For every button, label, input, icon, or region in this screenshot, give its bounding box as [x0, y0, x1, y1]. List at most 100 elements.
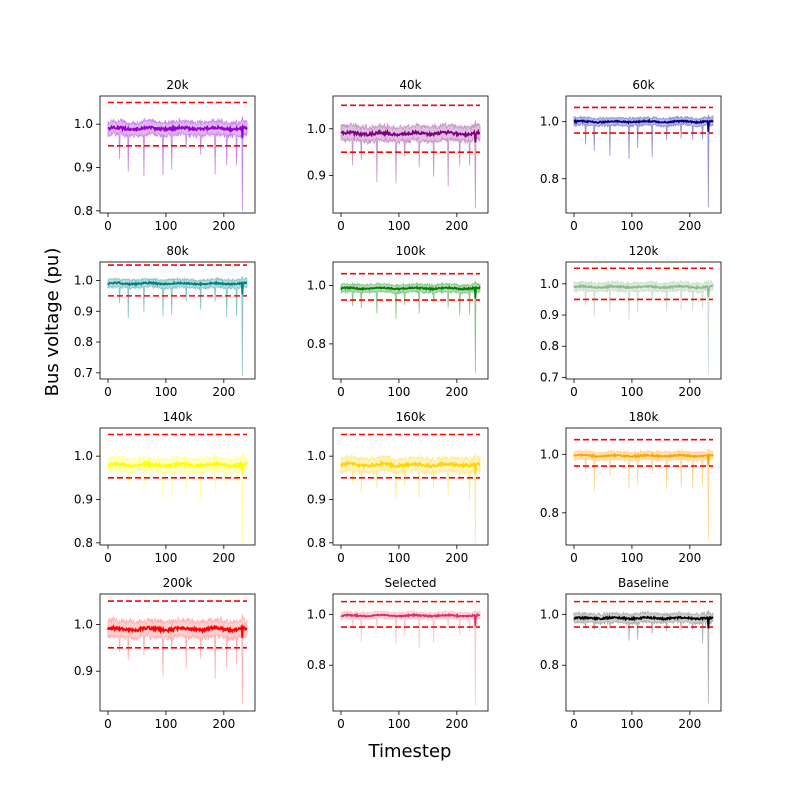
subplot-40k: 40k 0.9 1.0 0 100 200	[307, 78, 489, 233]
x-tick-label: 100	[387, 551, 410, 565]
x-tick-label: 0	[570, 551, 578, 565]
x-tick-label: 100	[154, 551, 177, 565]
y-tick-label: 1.0	[540, 447, 559, 461]
mean-line	[107, 623, 248, 639]
axes-frame	[332, 427, 489, 546]
range-band	[107, 116, 248, 211]
x-tick-label: 100	[154, 717, 177, 731]
mean-line	[107, 459, 248, 475]
x-tick-label: 100	[387, 717, 410, 731]
subplot-title: 140k	[163, 410, 193, 424]
subplot-20k: 20k 0.8 0.9 1.0 0 100 200	[74, 78, 256, 233]
mean-line	[340, 459, 481, 475]
range-band	[107, 614, 248, 704]
y-tick-label: 0.8	[307, 337, 326, 351]
y-axis-label: Bus voltage (pu)	[42, 248, 63, 397]
y-tick-label: 1.0	[307, 607, 326, 621]
plot-area	[107, 433, 248, 543]
subplot-title: 80k	[166, 244, 188, 258]
subplot-title: 200k	[163, 576, 193, 590]
axes-frame	[565, 427, 722, 546]
x-tick-label: 0	[337, 551, 345, 565]
range-band	[340, 279, 481, 374]
plot-area	[340, 600, 481, 706]
x-tick-label: 100	[154, 385, 177, 399]
mean-line	[107, 280, 248, 295]
mean-line	[573, 452, 714, 466]
x-tick-label: 100	[387, 385, 410, 399]
x-tick-label: 200	[445, 219, 468, 233]
plot-area	[340, 104, 481, 209]
y-tick-label: 1.0	[307, 278, 326, 292]
plot-area	[340, 272, 481, 374]
plot-area	[573, 438, 714, 540]
y-tick-label: 0.7	[74, 366, 93, 380]
x-tick-label: 200	[445, 385, 468, 399]
y-tick-label: 1.0	[74, 273, 93, 287]
x-tick-label: 100	[387, 219, 410, 233]
y-tick-label: 0.8	[307, 658, 326, 672]
range-band	[340, 120, 481, 209]
y-tick-label: 0.8	[540, 658, 559, 672]
plot-area	[573, 267, 714, 375]
subplot-title: Baseline	[618, 576, 669, 590]
x-tick-label: 0	[337, 385, 345, 399]
y-tick-label: 1.0	[74, 617, 93, 631]
x-tick-label: 0	[104, 551, 112, 565]
x-tick-label: 100	[154, 219, 177, 233]
y-tick-label: 0.8	[74, 335, 93, 349]
x-tick-label: 200	[678, 219, 701, 233]
axes-frame	[99, 95, 256, 214]
subplot-80k: 80k 0.7 0.8 0.9 1.0 0 100 200	[74, 244, 256, 399]
mean-line	[340, 285, 481, 299]
mean-line	[107, 123, 248, 139]
mean-line	[340, 128, 481, 143]
subplot-120k: 120k 0.7 0.8 0.9 1.0 0 100 200	[540, 244, 722, 399]
axes-frame	[99, 261, 256, 380]
plot-area	[573, 600, 714, 704]
y-tick-label: 0.9	[74, 304, 93, 318]
subplot-title: 100k	[396, 244, 426, 258]
subplot-60k: 60k 0.8 1.0 0 100 200	[540, 78, 722, 233]
y-tick-label: 0.9	[540, 308, 559, 322]
x-tick-label: 200	[445, 717, 468, 731]
x-tick-label: 0	[337, 717, 345, 731]
y-tick-label: 0.8	[307, 536, 326, 550]
y-tick-label: 1.0	[307, 449, 326, 463]
y-tick-label: 1.0	[74, 449, 93, 463]
subplot-180k: 180k 0.8 1.0 0 100 200	[540, 410, 722, 565]
subplot-title: 120k	[629, 244, 659, 258]
axes-frame	[332, 593, 489, 712]
range-band	[340, 609, 481, 706]
mean-line	[573, 118, 714, 133]
axes-frame	[332, 95, 489, 214]
y-tick-label: 0.9	[74, 493, 93, 507]
x-tick-label: 200	[678, 717, 701, 731]
mean-line	[573, 283, 714, 298]
subplot-title: 60k	[632, 78, 654, 92]
plot-area	[107, 101, 248, 211]
plot-area	[340, 433, 481, 543]
x-tick-label: 200	[212, 551, 235, 565]
y-tick-label: 0.8	[74, 204, 93, 218]
axes-frame	[99, 427, 256, 546]
subplot-title: Selected	[384, 576, 436, 590]
axes-frame	[332, 261, 489, 380]
subplot-title: 20k	[166, 78, 188, 92]
y-tick-label: 1.0	[540, 277, 559, 291]
range-band	[573, 609, 714, 704]
x-tick-label: 0	[104, 717, 112, 731]
subplot-title: 40k	[399, 78, 421, 92]
y-tick-label: 1.0	[540, 115, 559, 129]
subplot-grid: 20k 0.8 0.9 1.0 0 100 200 40k 0.9 1.0 0 100 200 60k 0.…	[74, 78, 722, 731]
plot-area	[573, 106, 714, 208]
x-tick-label: 200	[678, 385, 701, 399]
subplot-140k: 140k 0.8 0.9 1.0 0 100 200	[74, 410, 256, 565]
range-band	[340, 452, 481, 543]
axes-frame	[565, 95, 722, 214]
x-tick-label: 0	[337, 219, 345, 233]
x-tick-label: 0	[570, 219, 578, 233]
subplot-selected: Selected 0.8 1.0 0 100 200	[307, 576, 489, 731]
range-band	[573, 279, 714, 375]
